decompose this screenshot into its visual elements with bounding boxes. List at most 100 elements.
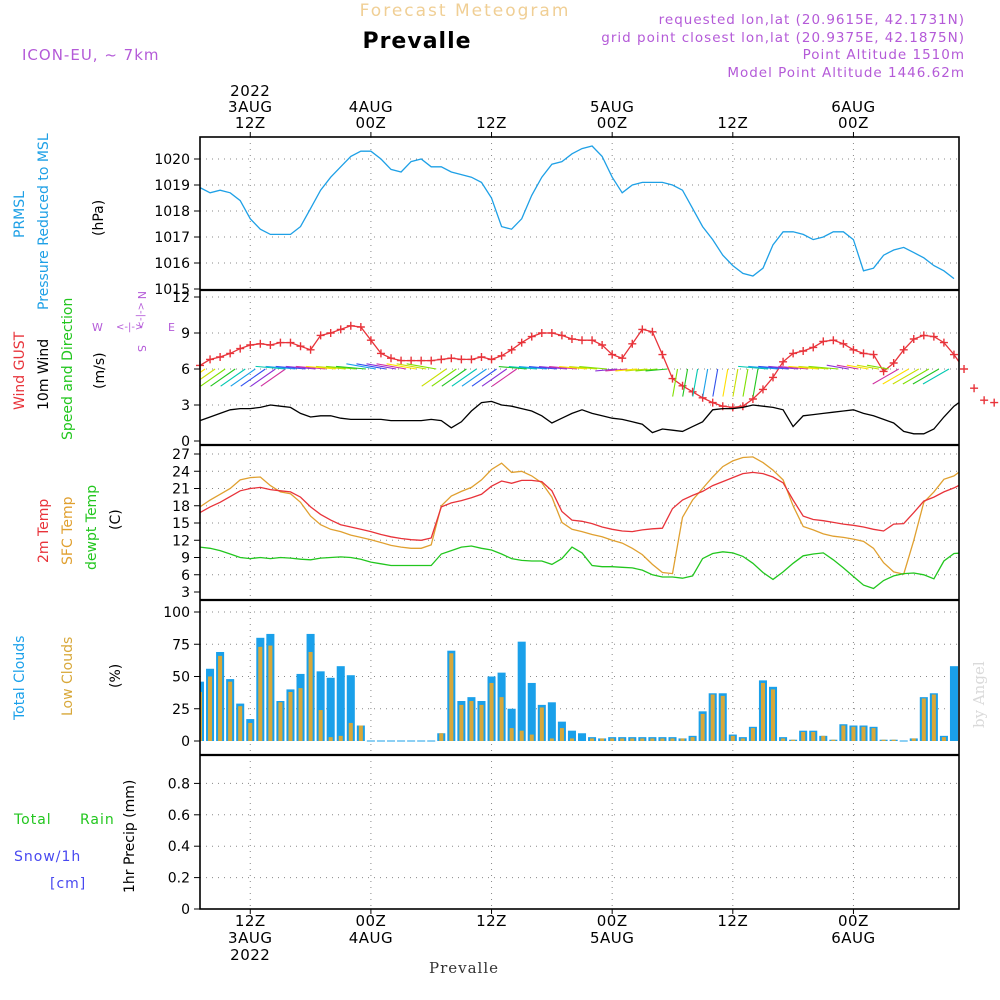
bottom-time-label: 00Z xyxy=(355,912,386,930)
gust-marker xyxy=(849,345,858,354)
temperature-ytick-label: 6 xyxy=(181,568,190,584)
gust-marker xyxy=(407,356,416,365)
clouds-ytick-label: 50 xyxy=(172,670,190,686)
low-clouds-label: Low Clouds xyxy=(60,637,76,716)
gust-marker xyxy=(206,355,215,364)
total-cloud-bar xyxy=(517,641,526,741)
wind-direction-arrow xyxy=(579,366,608,370)
requested-coords: requested lon,lat (20.9615E, 42.1731N) xyxy=(659,12,965,28)
low-cloud-bar xyxy=(358,725,363,741)
low-cloud-bar xyxy=(690,737,695,741)
wind-direction-arrow xyxy=(872,368,899,385)
low-cloud-bar xyxy=(200,691,203,741)
low-cloud-bar xyxy=(630,738,635,741)
low-cloud-bar xyxy=(640,738,645,741)
compass-ew-arrows: <-|-> xyxy=(116,322,143,333)
gust-marker xyxy=(336,325,345,334)
gust-marker xyxy=(598,341,607,349)
wind-direction-arrow xyxy=(220,368,246,387)
top-time-label: 00Z xyxy=(597,114,628,132)
low-cloud-bar xyxy=(710,694,715,741)
gust-marker xyxy=(387,354,396,363)
location-title: Prevalle xyxy=(362,29,471,54)
gust-marker xyxy=(588,336,597,345)
gust-marker xyxy=(668,374,677,383)
gust-marker xyxy=(608,350,617,359)
gust-marker xyxy=(678,381,687,390)
grid-point-coords: grid point closest lon,lat (20.9375E, 42… xyxy=(601,30,965,46)
low-cloud-bar xyxy=(600,738,605,741)
low-cloud-bar xyxy=(338,735,343,741)
wind-direction-arrow xyxy=(902,368,930,385)
wind-direction-arrow xyxy=(431,368,457,387)
low-cloud-bar xyxy=(801,731,806,741)
bottom-time-label: 12Z xyxy=(235,912,266,930)
gust-marker xyxy=(316,331,325,340)
clouds-panel: 0 25 50 75 100 xyxy=(163,600,959,755)
wind-direction-arrow xyxy=(549,366,578,370)
wind-direction-arrow xyxy=(672,368,679,397)
dewpt-temp-label: dewpt Temp xyxy=(84,485,100,570)
wind-direction-arrow xyxy=(315,365,346,370)
precip-ytick-label: 0 xyxy=(181,902,190,918)
pressure-msl-label: Pressure Reduced to MSL xyxy=(36,133,52,310)
gust-marker xyxy=(618,354,627,363)
wind-direction-arrow xyxy=(645,368,668,372)
wind-direction-arrow xyxy=(635,368,658,372)
top-time-label: 12Z xyxy=(717,114,748,132)
low-cloud-bar xyxy=(278,702,283,741)
wind-direction-arrow xyxy=(260,368,286,387)
gust-marker xyxy=(779,357,788,366)
gust-marker xyxy=(437,355,446,364)
gust-marker xyxy=(970,384,979,393)
gust-marker xyxy=(306,345,315,354)
low-cloud-bar xyxy=(559,728,564,741)
wind-direction-arrow xyxy=(798,365,829,370)
gust-marker xyxy=(557,331,566,340)
bottom-time-label: 00Z xyxy=(597,912,628,930)
gust-marker xyxy=(517,338,526,347)
gust-line xyxy=(200,325,959,409)
compass-south: S xyxy=(135,345,148,352)
gust-marker xyxy=(628,339,637,348)
compass-east: E xyxy=(168,321,175,334)
wind-unit: (m/s) xyxy=(92,352,108,389)
wind-direction-arrow xyxy=(200,368,206,374)
wind-direction-arrow xyxy=(836,364,859,370)
low-cloud-bar xyxy=(308,651,313,741)
wind-ytick-label: 0 xyxy=(181,434,190,450)
top-time-label: 00Z xyxy=(838,114,869,132)
gust-marker xyxy=(427,356,436,365)
low-cloud-bar xyxy=(499,697,504,741)
wind-direction-arrow xyxy=(738,365,769,370)
wind-direction-arrow xyxy=(768,365,799,370)
temperature-ytick-label: 9 xyxy=(181,551,190,567)
wind-direction-arrow xyxy=(275,365,306,370)
gust-marker xyxy=(578,336,587,345)
wind-direction-arrow xyxy=(748,365,779,370)
wind-direction-arrow xyxy=(471,368,497,387)
low-cloud-bar xyxy=(881,739,886,741)
credit-watermark: by Angel xyxy=(970,661,988,728)
wind-direction-arrow xyxy=(210,368,236,387)
low-cloud-bar xyxy=(318,710,323,741)
clouds-ytick-label: 0 xyxy=(181,734,190,750)
low-cloud-bar xyxy=(831,739,836,741)
wind-direction-arrow xyxy=(625,368,648,372)
pressure-line xyxy=(200,145,955,280)
gust-marker xyxy=(839,339,848,348)
low-cloud-bar xyxy=(469,701,474,741)
low-cloud-bar xyxy=(459,704,464,741)
wind-direction-arrow xyxy=(200,368,226,387)
low-cloud-bar xyxy=(720,695,725,741)
gust-marker xyxy=(286,338,295,347)
gust-marker xyxy=(527,332,536,341)
pressure-ytick-label: 1015 xyxy=(154,282,190,298)
wind-direction-arrow xyxy=(481,368,507,387)
temperature-ytick-label: 18 xyxy=(172,499,190,515)
temperature-ytick-label: 3 xyxy=(181,585,190,601)
wind-direction-arrow xyxy=(528,366,557,370)
compass-ns-arrows: <-|-> xyxy=(135,302,146,329)
bottom-time-label: 12Z xyxy=(717,912,748,930)
